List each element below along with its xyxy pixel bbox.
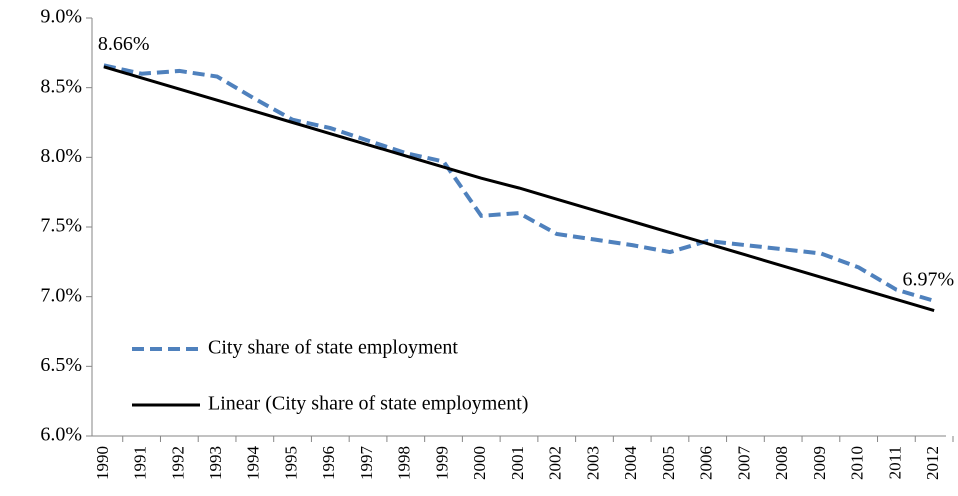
series-line [103, 63, 935, 303]
y-tick-label: 7.0% [40, 284, 82, 306]
y-tick-label: 7.5% [40, 215, 82, 237]
x-tick-label: 1994 [244, 446, 263, 481]
x-tick-label: 1990 [93, 446, 112, 480]
x-tick-label: 1997 [357, 446, 376, 481]
series-line [103, 65, 935, 313]
x-tick-label: 2005 [659, 446, 678, 480]
x-tick-label: 1993 [206, 446, 225, 480]
y-tick-label: 6.5% [40, 354, 82, 376]
x-tick-label: 1991 [131, 446, 150, 480]
x-tick-label: 1996 [319, 446, 338, 480]
x-tick-label: 2001 [508, 446, 527, 480]
x-tick-label: 2011 [885, 446, 904, 479]
x-tick-label: 2010 [848, 446, 867, 480]
x-tick-label: 2006 [697, 446, 716, 480]
x-tick-label: 2009 [810, 446, 829, 480]
x-tick-label: 2007 [734, 446, 753, 481]
data-label: 8.66% [98, 33, 150, 55]
x-tick-label: 1992 [168, 446, 187, 480]
x-tick-label: 1998 [395, 446, 414, 480]
y-tick-label: 6.0% [40, 424, 82, 446]
y-tick-label: 8.0% [40, 145, 82, 167]
y-tick-label: 8.5% [40, 75, 82, 97]
x-tick-label: 2012 [923, 446, 942, 480]
x-tick-label: 2003 [583, 446, 602, 480]
x-tick-label: 2004 [621, 446, 640, 481]
data-label: 6.97% [902, 268, 954, 290]
y-tick-label: 9.0% [40, 6, 82, 28]
x-tick-label: 2002 [546, 446, 565, 480]
legend-label: Linear (City share of state employment) [208, 393, 528, 415]
x-tick-label: 1999 [432, 446, 451, 480]
legend-label: City share of state employment [208, 337, 458, 359]
x-tick-label: 2000 [470, 446, 489, 480]
x-tick-label: 1995 [281, 446, 300, 480]
x-tick-label: 2008 [772, 446, 791, 480]
